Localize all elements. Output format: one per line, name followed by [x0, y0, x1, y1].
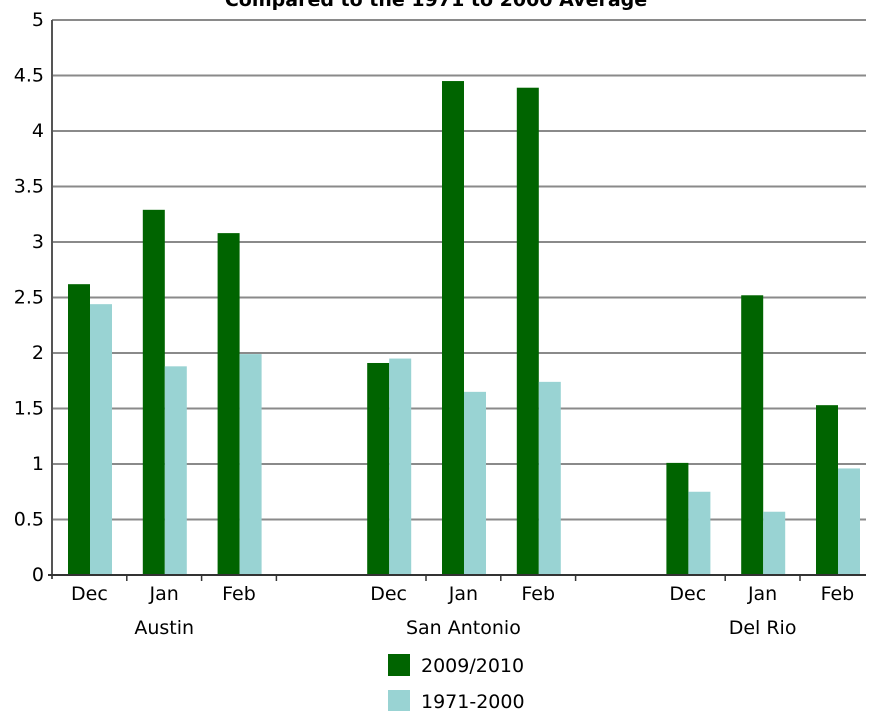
bar-austin-feb-average: [239, 354, 262, 575]
x-group-label: Del Rio: [729, 617, 797, 639]
bar-del-rio-jan-current: [741, 295, 764, 575]
y-tick-label: 0.5: [14, 509, 44, 531]
x-group-label: Austin: [134, 617, 194, 639]
bar-del-rio-dec-current: [666, 462, 689, 575]
legend-swatch: [388, 654, 410, 676]
y-tick-label: 4.5: [14, 65, 44, 87]
x-category-label: Feb: [222, 583, 256, 605]
bar-austin-feb-current: [217, 233, 240, 575]
bar-austin-jan-current: [142, 209, 165, 575]
bar-del-rio-feb-average: [838, 468, 860, 575]
y-tick-label: 2.5: [14, 287, 44, 309]
x-category-label: Jan: [747, 583, 777, 605]
bar-san-antonio-dec-average: [389, 358, 412, 575]
y-tick-label: 1: [32, 453, 44, 475]
x-category-label: Jan: [149, 583, 179, 605]
bar-san-antonio-jan-current: [442, 81, 464, 576]
x-category-label: Jan: [448, 583, 478, 605]
bar-austin-jan-average: [164, 366, 187, 575]
bar-del-rio-jan-average: [763, 511, 786, 575]
chart-title: Compared to the 1971 to 2000 Average: [225, 0, 647, 11]
y-tick-label: 1.5: [14, 398, 44, 420]
x-category-label: Dec: [669, 583, 706, 605]
x-category-label: Feb: [821, 583, 855, 605]
y-tick-label: 3.5: [14, 176, 44, 198]
y-tick-label: 5: [32, 9, 44, 31]
x-category-label: Dec: [71, 583, 108, 605]
bar-san-antonio-jan-average: [464, 391, 486, 575]
bar-san-antonio-feb-current: [516, 87, 539, 576]
bar-san-antonio-dec-current: [367, 362, 390, 575]
bar-austin-dec-current: [68, 284, 90, 575]
y-tick-label: 4: [32, 120, 44, 142]
legend-label: 1971-2000: [421, 691, 525, 711]
y-tick-label: 2: [32, 342, 44, 364]
x-category-label: Dec: [370, 583, 407, 605]
bar-austin-dec-average: [90, 304, 112, 575]
x-category-label: Feb: [521, 583, 555, 605]
x-group-label: San Antonio: [406, 617, 521, 639]
y-tick-label: 0: [32, 564, 44, 586]
bar-san-antonio-feb-average: [538, 381, 561, 575]
bar-del-rio-dec-average: [688, 491, 711, 575]
legend-swatch: [388, 690, 410, 711]
y-tick-label: 3: [32, 231, 44, 253]
legend-label: 2009/2010: [421, 655, 524, 677]
bar-del-rio-feb-current: [816, 405, 838, 575]
